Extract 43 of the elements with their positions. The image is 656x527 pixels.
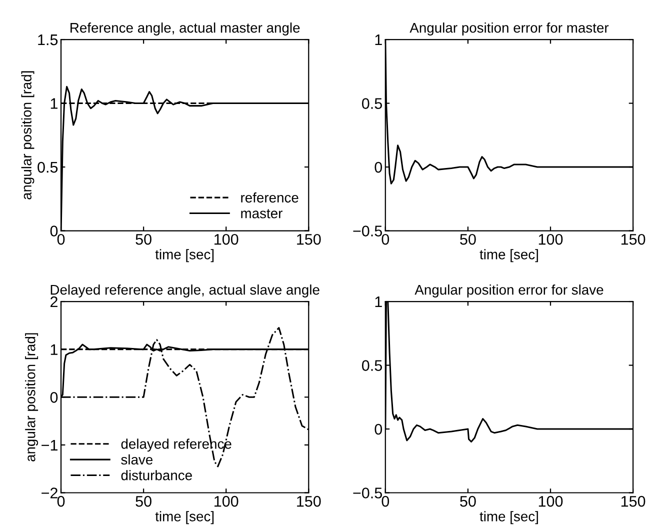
y-tick-label: 1 [50, 344, 58, 355]
x-tick-label: 150 [297, 496, 321, 507]
x-axis-title: time [sec] [155, 249, 214, 262]
y-axis-title: angular position [rad] [21, 71, 34, 200]
x-tick-label: 100 [538, 496, 563, 507]
x-tick-label: 50 [136, 234, 152, 245]
y-tick-label: −2 [42, 488, 58, 498]
y-tick-label: 1 [375, 296, 382, 308]
x-tick-label: 150 [297, 234, 321, 245]
y-tick-label: 0 [50, 392, 58, 403]
x-tick-label: 100 [538, 234, 563, 245]
x-axis-title: time [sec] [480, 249, 538, 262]
y-tick-label: 0 [374, 162, 382, 173]
x-tick-label: 50 [136, 496, 152, 507]
legend-label: slave [121, 454, 153, 465]
y-tick-label: −0.5 [353, 226, 382, 236]
y-tick-label: 1.5 [38, 34, 58, 46]
y-tick-label: −1 [42, 440, 58, 450]
y-tick-label: 0.5 [362, 98, 382, 109]
x-tick-label: 50 [460, 234, 476, 245]
legend-label: master [241, 209, 282, 218]
y-tick-label: −0.5 [353, 488, 382, 498]
chart-title: Angular position error for slave [414, 284, 604, 298]
chart-title: Delayed reference angle, actual slave angle [50, 284, 320, 298]
y-tick-label: 1 [50, 98, 58, 109]
legend-label: disturbance [121, 470, 192, 480]
x-axis-title: time [sec] [480, 511, 538, 524]
x-tick-label: 150 [621, 496, 646, 507]
chart-title: Angular position error for master [410, 22, 609, 36]
x-tick-label: 50 [460, 496, 476, 507]
x-tick-label: 100 [214, 234, 238, 245]
legend-label: reference [241, 192, 298, 203]
x-tick-label: 150 [621, 234, 646, 245]
y-tick-label: 0.5 [38, 162, 58, 173]
y-tick-label: 0 [50, 226, 58, 236]
y-tick-label: 0 [374, 424, 382, 435]
y-tick-label: 0.5 [362, 360, 382, 371]
chart-title: Reference angle, actual master angle [70, 22, 300, 36]
y-tick-label: 2 [50, 296, 58, 308]
y-axis-title: angular position [rad] [25, 333, 38, 462]
x-tick-label: 100 [214, 496, 238, 507]
y-tick-label: 1 [375, 34, 382, 46]
x-axis-title: time [sec] [155, 511, 214, 524]
